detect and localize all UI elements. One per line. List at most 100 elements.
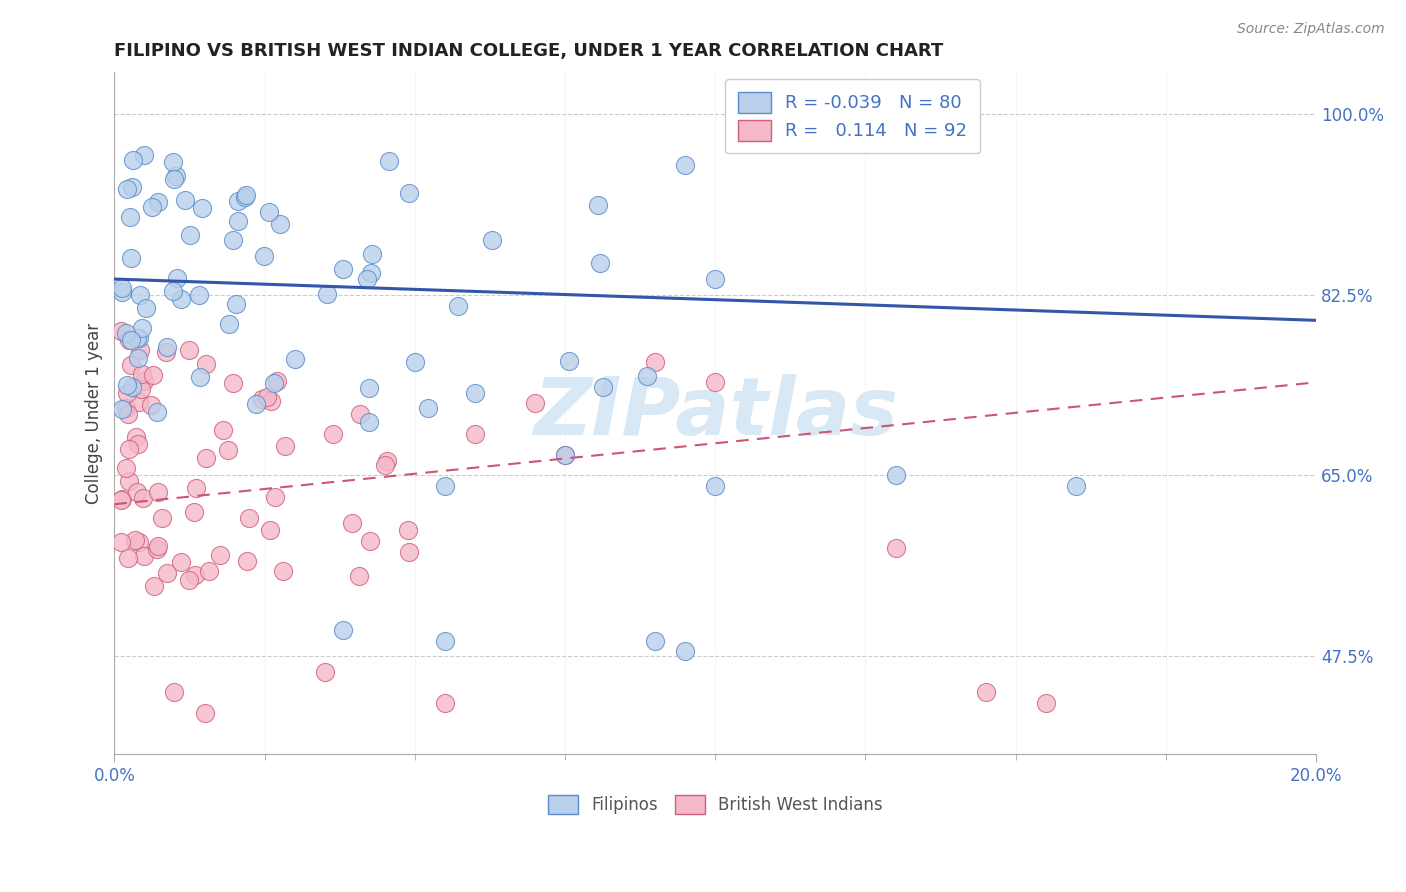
Point <box>356 272 378 286</box>
Point <box>155 566 177 580</box>
Point <box>125 485 148 500</box>
Point <box>884 468 907 483</box>
Point <box>131 321 153 335</box>
Point <box>142 368 165 383</box>
Point <box>183 505 205 519</box>
Point <box>218 317 240 331</box>
Point <box>259 523 281 537</box>
Point <box>433 633 456 648</box>
Y-axis label: College, Under 1 year: College, Under 1 year <box>86 323 103 504</box>
Point <box>481 233 503 247</box>
Point <box>141 200 163 214</box>
Point <box>121 380 143 394</box>
Point <box>269 217 291 231</box>
Point <box>252 392 274 406</box>
Point <box>179 228 201 243</box>
Point <box>129 343 152 358</box>
Point <box>169 292 191 306</box>
Point <box>1064 478 1087 492</box>
Point <box>226 213 249 227</box>
Point <box>148 194 170 209</box>
Point <box>121 180 143 194</box>
Point <box>332 624 354 638</box>
Point <box>235 187 257 202</box>
Point <box>235 190 257 204</box>
Point <box>378 153 401 168</box>
Point <box>238 511 260 525</box>
Point <box>359 534 381 549</box>
Point <box>209 549 232 563</box>
Point <box>145 405 167 419</box>
Point <box>447 300 470 314</box>
Point <box>190 370 212 384</box>
Point <box>554 448 576 462</box>
Point <box>125 430 148 444</box>
Point <box>396 523 419 537</box>
Point <box>114 326 136 340</box>
Point <box>114 460 136 475</box>
Point <box>173 194 195 208</box>
Point <box>177 343 200 357</box>
Point <box>128 395 150 409</box>
Point <box>184 481 207 495</box>
Point <box>322 426 344 441</box>
Point <box>118 333 141 347</box>
Point <box>212 423 235 437</box>
Point <box>127 437 149 451</box>
Point <box>271 564 294 578</box>
Point <box>263 376 285 390</box>
Point <box>132 549 155 563</box>
Point <box>360 247 382 261</box>
Point <box>284 352 307 367</box>
Point <box>132 374 155 388</box>
Point <box>111 285 134 299</box>
Point <box>163 685 186 699</box>
Point <box>110 534 132 549</box>
Point <box>188 288 211 302</box>
Point <box>111 401 134 416</box>
Point <box>704 272 727 286</box>
Point <box>193 706 215 720</box>
Point <box>131 368 153 382</box>
Point <box>433 696 456 710</box>
Point <box>111 492 134 507</box>
Point <box>118 210 141 224</box>
Point <box>349 407 371 421</box>
Point <box>146 485 169 500</box>
Point <box>183 568 205 582</box>
Point <box>398 186 420 200</box>
Point <box>273 439 295 453</box>
Point <box>524 396 547 410</box>
Point <box>132 491 155 505</box>
Point <box>110 324 132 338</box>
Point <box>314 665 336 679</box>
Point <box>122 153 145 167</box>
Point <box>129 382 152 396</box>
Point <box>217 442 239 457</box>
Point <box>592 380 614 394</box>
Point <box>135 301 157 315</box>
Point <box>259 204 281 219</box>
Point <box>146 539 169 553</box>
Point <box>225 297 247 311</box>
Point <box>179 573 201 587</box>
Point <box>143 579 166 593</box>
Point <box>132 147 155 161</box>
Point <box>150 511 173 525</box>
Text: FILIPINO VS BRITISH WEST INDIAN COLLEGE, UNDER 1 YEAR CORRELATION CHART: FILIPINO VS BRITISH WEST INDIAN COLLEGE,… <box>114 42 943 60</box>
Point <box>222 233 245 247</box>
Point <box>170 555 193 569</box>
Point <box>139 398 162 412</box>
Point <box>359 415 381 429</box>
Point <box>124 533 146 547</box>
Point <box>433 478 456 492</box>
Point <box>704 376 727 390</box>
Point <box>884 541 907 555</box>
Point <box>117 378 139 392</box>
Point <box>155 345 177 359</box>
Point <box>586 198 609 212</box>
Point <box>589 256 612 270</box>
Point <box>673 158 696 172</box>
Point <box>197 564 219 578</box>
Point <box>118 474 141 488</box>
